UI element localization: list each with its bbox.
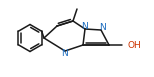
Text: OH: OH [127, 41, 141, 50]
Text: N: N [81, 21, 87, 30]
Text: N: N [99, 22, 105, 31]
Text: N: N [62, 50, 68, 59]
